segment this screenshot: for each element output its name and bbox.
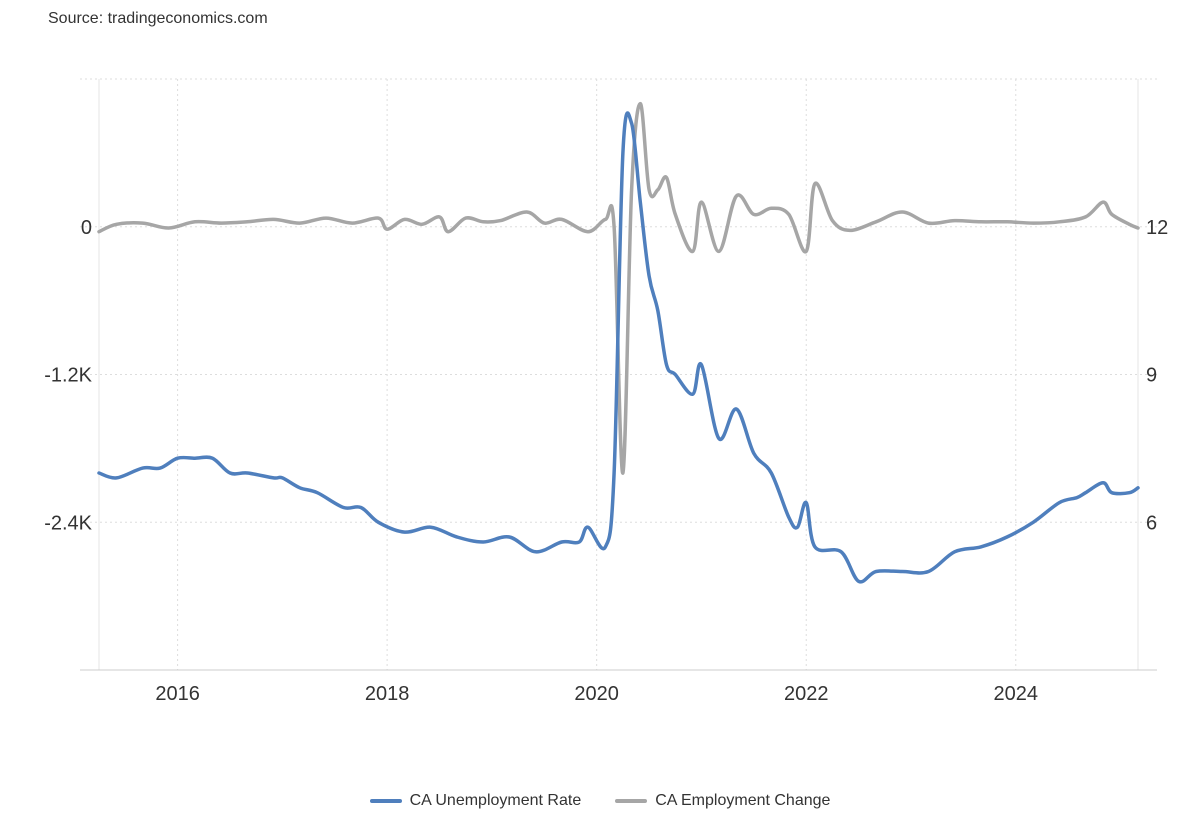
source-label: Source: tradingeconomics.com <box>48 10 268 27</box>
legend-label: CA Unemployment Rate <box>409 792 582 809</box>
legend-label: CA Employment Change <box>655 792 831 809</box>
x-tick-label: 2016 <box>155 683 200 705</box>
x-tick-label: 2022 <box>784 683 829 705</box>
y-left-tick-label: -1.2K <box>44 365 92 387</box>
y-left-tick-label: -2.4K <box>44 512 92 534</box>
y-right-tick-label: 9 <box>1146 365 1157 387</box>
x-tick-label: 2018 <box>365 683 410 705</box>
legend-item-ca-unemployment-rate[interactable]: CA Unemployment Rate <box>369 792 582 810</box>
y-right-tick-label: 6 <box>1146 512 1157 534</box>
x-tick-label: 2020 <box>574 683 619 705</box>
chart: 0 -1.2K -2.4K 12 9 6 2016 2018 2020 2022 2024 <box>44 78 1168 705</box>
series-line-ca-unemployment-rate <box>97 111 1140 584</box>
series-layer <box>97 101 1140 584</box>
legend: CA Unemployment Rate CA Employment Change <box>0 792 1200 810</box>
legend-swatch <box>615 799 648 803</box>
x-tick-label: 2024 <box>994 683 1039 705</box>
legend-swatch <box>369 799 402 803</box>
axes <box>80 79 1157 671</box>
series-line-ca-employment-change <box>97 101 1140 475</box>
gridlines <box>80 78 1157 670</box>
y-right-tick-label: 12 <box>1146 217 1168 239</box>
y-left-tick-label: 0 <box>81 217 92 239</box>
tick-labels: 0 -1.2K -2.4K 12 9 6 2016 2018 2020 2022 2024 <box>44 217 1168 705</box>
legend-item-ca-employment-change[interactable]: CA Employment Change <box>615 792 830 810</box>
